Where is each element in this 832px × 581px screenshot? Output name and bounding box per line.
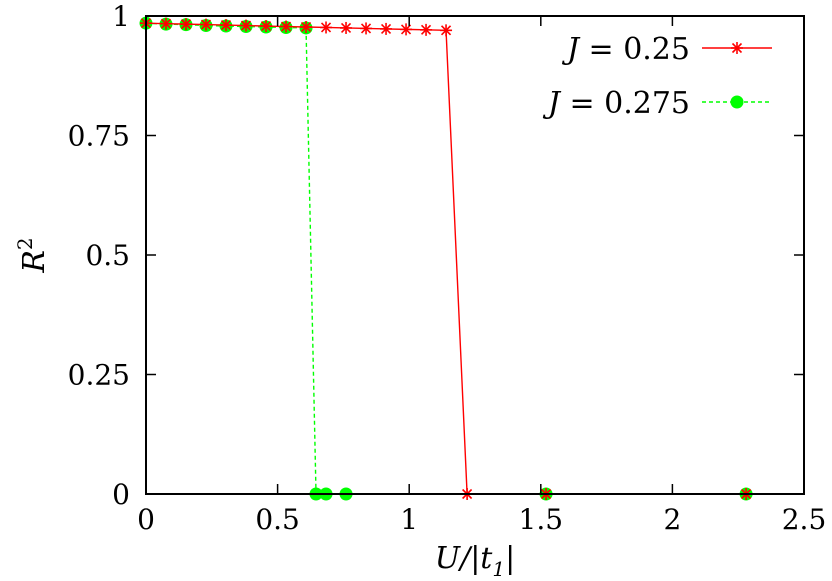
x-tick-label: 0.5 bbox=[255, 503, 300, 536]
y-axis-label: R2 bbox=[13, 237, 52, 273]
y-tick-label: 1 bbox=[112, 0, 130, 33]
data-point bbox=[360, 22, 373, 35]
legend-entry-1: J = 0.275 bbox=[542, 86, 772, 121]
y-tick-label: 0.5 bbox=[85, 239, 130, 272]
series-layer bbox=[139, 16, 753, 501]
data-point bbox=[220, 19, 233, 32]
data-point bbox=[300, 20, 313, 33]
data-point bbox=[400, 23, 413, 36]
y-tick-label: 0.75 bbox=[68, 120, 130, 153]
legend-entry-0: J = 0.25 bbox=[561, 32, 772, 67]
legend-marker bbox=[731, 42, 743, 54]
data-point bbox=[160, 17, 173, 30]
legend-label: J = 0.275 bbox=[542, 86, 690, 121]
data-point bbox=[340, 21, 353, 34]
data-point bbox=[260, 20, 273, 33]
data-point bbox=[380, 22, 393, 35]
data-point bbox=[320, 21, 333, 34]
data-point bbox=[420, 23, 433, 36]
data-point bbox=[180, 18, 193, 31]
legend: J = 0.25 J = 0.275 bbox=[542, 32, 772, 121]
plot-frame bbox=[145, 15, 805, 495]
x-axis-label: U/|t1| bbox=[435, 541, 515, 581]
labels-layer: U/|t1| R2 bbox=[13, 237, 515, 581]
data-point bbox=[200, 18, 213, 31]
x-tick-label: 1 bbox=[400, 503, 418, 536]
x-tick-label: 2.5 bbox=[782, 503, 827, 536]
legend-marker bbox=[730, 95, 744, 109]
y-tick-label: 0.25 bbox=[68, 359, 130, 392]
y-tick-label: 0 bbox=[112, 478, 130, 511]
data-point bbox=[440, 24, 453, 37]
ticks-layer: 0 0.5 1 1.5 2 2.5 0 0.25 0.5 0.75 1 bbox=[68, 0, 827, 536]
x-tick-label: 0 bbox=[137, 503, 155, 536]
x-tick-label: 1.5 bbox=[519, 503, 564, 536]
legend-label: J = 0.25 bbox=[561, 32, 690, 67]
x-tick-label: 2 bbox=[663, 503, 681, 536]
data-point bbox=[280, 20, 293, 33]
data-point bbox=[240, 19, 253, 32]
